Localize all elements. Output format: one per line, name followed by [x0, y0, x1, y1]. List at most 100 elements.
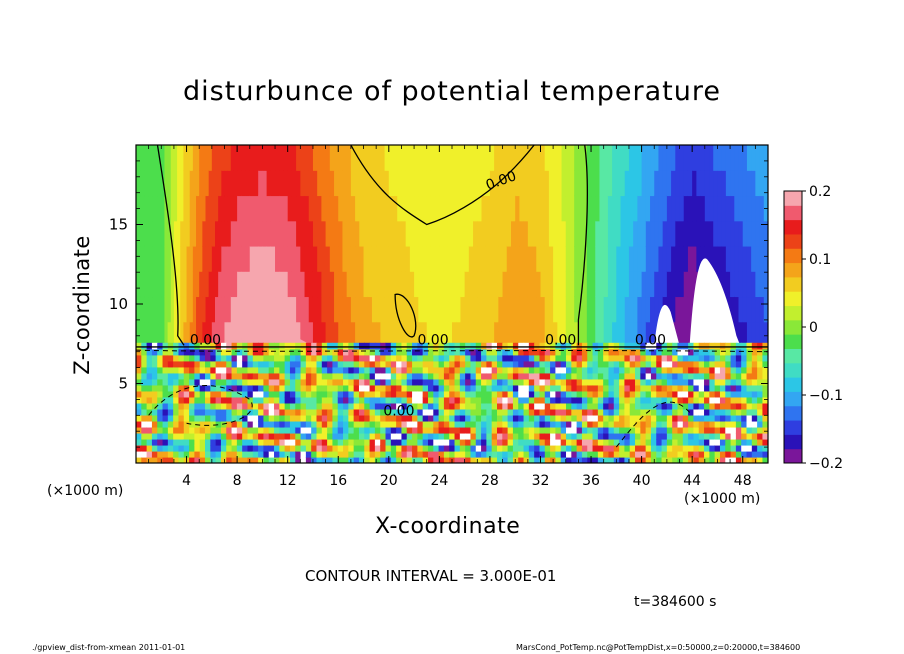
upper-cell: [578, 220, 584, 247]
lower-cell: [539, 366, 546, 374]
lower-cell: [645, 414, 652, 422]
lower-cell: [136, 414, 142, 422]
lower-cell: [327, 456, 334, 463]
lower-cell: [321, 354, 328, 362]
lower-cell: [725, 342, 732, 350]
lower-cell: [581, 342, 588, 350]
lower-cell: [714, 378, 721, 386]
lower-cell: [693, 456, 700, 463]
lower-cell: [682, 360, 689, 368]
lower-cell: [603, 450, 610, 458]
lower-cell: [613, 420, 620, 428]
lower-cell: [289, 438, 296, 446]
lower-cell: [374, 420, 381, 428]
lower-cell: [167, 396, 174, 404]
upper-cell: [230, 145, 235, 171]
colorbar-tick-label: 0: [809, 320, 818, 336]
lower-cell: [475, 456, 482, 463]
lower-cell: [390, 348, 397, 356]
lower-cell: [502, 360, 509, 368]
upper-cell: [607, 145, 613, 171]
chart-title: disturbunce of potential temperature: [183, 76, 721, 107]
lower-cell: [231, 372, 238, 380]
lower-cell: [481, 426, 487, 434]
upper-cell: [666, 271, 672, 298]
colorbar-swatch: [784, 191, 802, 206]
lower-cell: [566, 390, 572, 398]
lower-cell: [189, 342, 195, 350]
upper-cell: [367, 271, 373, 298]
lower-cell: [571, 390, 578, 398]
lower-cell: [592, 414, 599, 422]
lower-cell: [427, 396, 434, 404]
lower-cell: [178, 360, 185, 368]
lower-cell: [475, 396, 482, 404]
lower-cell: [343, 420, 349, 428]
upper-cell: [603, 296, 609, 323]
lower-cell: [714, 438, 721, 446]
lower-cell: [189, 384, 195, 392]
lower-cell: [528, 396, 535, 404]
lower-cell: [337, 384, 344, 392]
upper-cell: [751, 271, 756, 298]
lower-cell: [321, 456, 328, 463]
lower-cell: [427, 426, 434, 434]
upper-cell: [211, 170, 216, 197]
upper-cell: [321, 245, 327, 272]
upper-cell: [553, 145, 558, 171]
upper-cell: [666, 220, 672, 247]
lower-cell: [603, 378, 610, 386]
lower-cell: [523, 432, 530, 440]
lower-cell: [433, 426, 440, 434]
lower-cell: [300, 372, 307, 380]
lower-cell: [427, 354, 434, 362]
lower-cell: [189, 366, 195, 374]
lower-cell: [236, 360, 243, 368]
lower-cell: [555, 396, 562, 404]
upper-cell: [363, 220, 369, 247]
lower-cell: [141, 354, 148, 362]
upper-cell: [616, 170, 622, 197]
lower-cell: [523, 450, 530, 458]
lower-cell: [645, 450, 652, 458]
lower-cell: [422, 414, 429, 422]
lower-cell: [512, 372, 519, 380]
upper-cell: [192, 195, 197, 222]
lower-cell: [454, 372, 461, 380]
lower-cell: [274, 384, 280, 392]
lower-cell: [550, 384, 556, 392]
lower-cell: [438, 438, 445, 446]
lower-cell: [688, 396, 695, 404]
lower-cell: [581, 420, 588, 428]
lower-cell: [741, 366, 748, 374]
lower-cell: [449, 414, 456, 422]
lower-cell: [454, 366, 461, 374]
lower-cell: [746, 348, 753, 356]
lower-cell: [236, 348, 243, 356]
upper-cell: [730, 220, 735, 247]
upper-cell: [725, 245, 731, 272]
upper-cell: [540, 245, 546, 272]
lower-cell: [374, 390, 381, 398]
upper-cell: [540, 296, 546, 323]
lower-cell: [183, 360, 190, 368]
upper-cell: [334, 145, 339, 171]
lower-cell: [587, 396, 594, 404]
lower-cell: [597, 366, 604, 374]
upper-cell: [173, 170, 178, 197]
lower-cell: [730, 432, 737, 440]
upper-cell: [266, 195, 272, 222]
upper-cell: [205, 220, 210, 247]
upper-cell: [675, 271, 681, 298]
lower-cell: [719, 402, 726, 410]
upper-cell: [452, 271, 457, 298]
upper-cell: [607, 271, 613, 298]
lower-cell: [465, 456, 472, 463]
lower-cell: [199, 390, 206, 398]
lower-cell: [183, 414, 190, 422]
lower-cell: [661, 366, 668, 374]
lower-cell: [284, 426, 291, 434]
lower-cell: [550, 360, 556, 368]
lower-cell: [162, 348, 169, 356]
upper-cell: [308, 170, 314, 197]
